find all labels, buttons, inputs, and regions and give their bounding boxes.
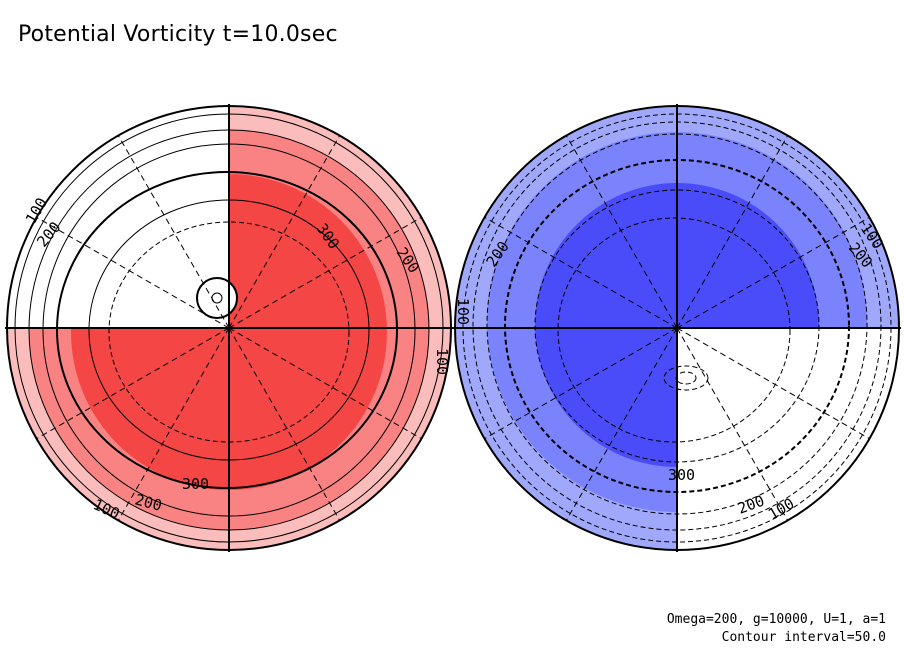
left-hemisphere: 100 200 300 200 100 300 200 100	[5, 104, 453, 552]
left-contour-300	[56, 171, 398, 489]
right-quadrant-br-mask	[677, 328, 899, 550]
footer-contour-interval: Contour interval=50.0	[721, 630, 886, 645]
right-label-100a: 100	[454, 298, 472, 325]
left-grid	[35, 134, 423, 522]
footer-params: Omega=200, g=10000, U=1, a=1	[666, 612, 886, 627]
right-hemisphere: 200 100 100 200 300 200 100	[453, 104, 901, 552]
right-grid	[483, 134, 871, 522]
right-label-300a: 300	[668, 466, 695, 484]
left-label-300b: 300	[182, 475, 209, 493]
plot-title: Potential Vorticity t=10.0sec	[18, 22, 338, 47]
left-center-vortex	[196, 277, 238, 319]
left-label-100b: 100	[433, 348, 451, 375]
